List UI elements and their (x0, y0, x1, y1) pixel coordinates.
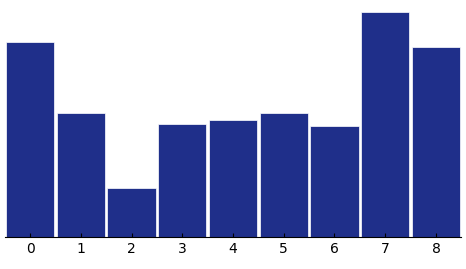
Bar (412, 47, 460, 237)
Bar (57, 113, 105, 237)
Bar (310, 126, 359, 237)
Bar (158, 124, 206, 237)
Bar (260, 113, 308, 237)
Bar (209, 120, 257, 237)
Bar (6, 43, 54, 237)
Bar (361, 12, 409, 237)
Bar (107, 188, 156, 237)
